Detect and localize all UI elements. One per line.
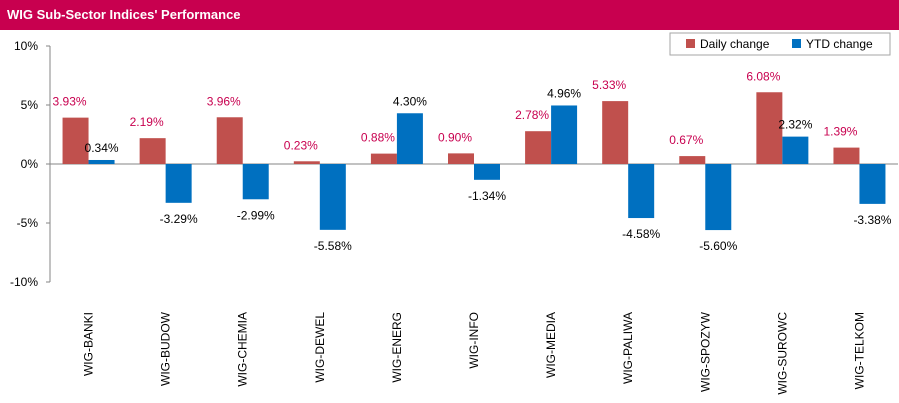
daily-change-label: 0.23% xyxy=(284,138,318,152)
legend-ytd-label: YTD change xyxy=(806,37,873,51)
daily-change-label: 2.78% xyxy=(515,108,549,122)
daily-change-bar xyxy=(679,156,706,164)
daily-change-bar xyxy=(448,153,474,164)
y-tick-label: 0% xyxy=(21,157,39,171)
legend-daily-swatch xyxy=(686,39,695,48)
ytd-change-label: -4.58% xyxy=(622,227,660,241)
category-label: WIG-INFO xyxy=(467,312,481,369)
y-tick-label: 10% xyxy=(14,39,38,53)
ytd-change-label: 0.34% xyxy=(85,141,119,155)
daily-change-bar xyxy=(525,131,552,164)
ytd-change-bar xyxy=(782,136,809,164)
ytd-change-bar xyxy=(319,164,346,230)
category-label: WIG-DEWEL xyxy=(313,312,327,383)
chart-title: WIG Sub-Sector Indices' Performance xyxy=(7,7,241,22)
daily-change-label: 2.19% xyxy=(130,115,164,129)
ytd-change-bar xyxy=(396,113,423,164)
y-tick-label: -10% xyxy=(10,275,38,289)
daily-change-bar xyxy=(62,117,89,164)
daily-change-label: 6.08% xyxy=(746,69,780,83)
daily-change-bar xyxy=(139,138,166,164)
legend-ytd-swatch xyxy=(792,39,801,48)
category-label: WIG-SUROWC xyxy=(775,312,789,395)
category-label: WIG-CHEMIA xyxy=(236,312,250,387)
y-tick-label: -5% xyxy=(17,216,39,230)
y-tick-label: 5% xyxy=(21,98,39,112)
ytd-change-bar xyxy=(628,164,655,219)
ytd-change-label: -2.99% xyxy=(237,208,275,222)
daily-change-bar xyxy=(370,153,397,164)
ytd-change-bar xyxy=(859,164,886,204)
category-label: WIG-BANKI xyxy=(82,312,96,376)
daily-change-label: 1.39% xyxy=(823,125,857,139)
category-label: WIG-MEDIA xyxy=(544,312,558,378)
chart-title-bar: WIG Sub-Sector Indices' Performance xyxy=(0,0,899,30)
ytd-change-label: 2.32% xyxy=(778,118,812,132)
ytd-change-bar xyxy=(705,164,732,231)
ytd-change-label: -1.34% xyxy=(468,189,506,203)
daily-change-label: 5.33% xyxy=(592,78,626,92)
ytd-change-label: -5.60% xyxy=(699,239,737,253)
category-label: WIG-ENERG xyxy=(390,312,404,383)
daily-change-label: 0.88% xyxy=(361,131,395,145)
daily-change-bar xyxy=(293,161,320,164)
daily-change-label: 0.90% xyxy=(438,130,472,144)
ytd-change-bar xyxy=(474,164,500,180)
legend-daily-label: Daily change xyxy=(700,37,770,51)
ytd-change-label: -3.38% xyxy=(853,213,891,227)
daily-change-bar xyxy=(602,101,629,164)
ytd-change-label: 4.30% xyxy=(393,94,427,108)
daily-change-bar xyxy=(756,92,783,164)
category-label: WIG-SPOZYW xyxy=(698,311,712,392)
daily-change-label: 0.67% xyxy=(669,133,703,147)
category-label: WIG-TELKOM xyxy=(852,312,866,389)
ytd-change-bar xyxy=(551,105,578,164)
daily-change-bar xyxy=(216,117,243,164)
ytd-change-label: -3.29% xyxy=(160,212,198,226)
ytd-change-bar xyxy=(165,164,192,203)
ytd-change-bar xyxy=(88,159,115,164)
ytd-change-label: 4.96% xyxy=(547,86,581,100)
daily-change-label: 3.96% xyxy=(207,94,241,108)
daily-change-bar xyxy=(833,147,860,164)
category-label: WIG-PALIWA xyxy=(621,312,635,384)
category-label: WIG-BUDOW xyxy=(159,311,173,386)
ytd-change-label: -5.58% xyxy=(314,239,352,253)
daily-change-label: 3.93% xyxy=(53,95,87,109)
legend-box xyxy=(669,32,891,56)
ytd-change-bar xyxy=(242,164,269,200)
